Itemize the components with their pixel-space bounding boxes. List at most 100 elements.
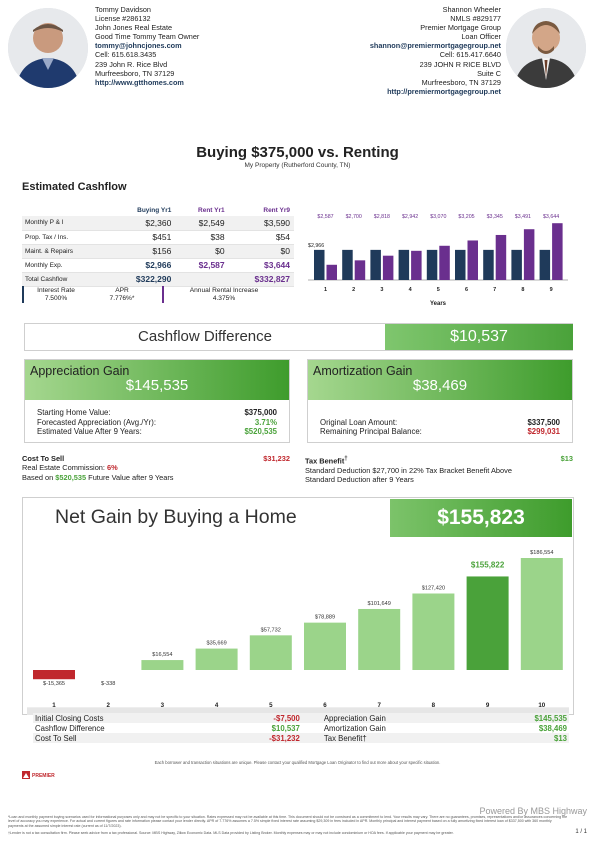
agent-email-link[interactable]: tommy@johncjones.com	[95, 41, 182, 51]
table-row: Total Cashflow $322,290 $332,827	[22, 272, 294, 287]
lender-name: Shannon Wheeler	[442, 5, 501, 14]
value-label: $186,554	[530, 550, 553, 556]
cashflow-heading: Estimated Cashflow	[22, 181, 127, 193]
cell-rent-yr9: $0	[228, 244, 294, 259]
x-tick-label: 2	[106, 702, 110, 709]
commission-label: Real Estate Commission:	[22, 463, 108, 473]
x-tick-label: 6	[465, 287, 468, 293]
x-tick-label: 5	[269, 702, 273, 709]
apr-value: 7.776%*	[109, 295, 135, 302]
fine-print-2: †Lender is not a tax consultation firm. …	[8, 831, 454, 835]
buy-bar	[511, 249, 522, 280]
x-tick-label: 5	[437, 287, 440, 293]
col-header-rent-yr1: Rent Yr1	[198, 207, 225, 214]
rent-label: $3,644	[543, 214, 559, 220]
amortization-header	[308, 360, 572, 400]
cell-rent-yr9: $3,590	[228, 216, 294, 231]
cell-rent-yr9: $332,827	[228, 272, 294, 287]
rent-bar	[523, 229, 535, 280]
lender-email-link[interactable]: shannon@premiermortgagegroup.net	[369, 41, 501, 51]
value-label: $57,732	[261, 627, 281, 633]
amortization-row: Remaining Principal Balance: $299,031	[320, 427, 560, 437]
agent-website-link[interactable]: http://www.gtthomes.com	[95, 77, 184, 87]
fine-print-1: *Loan and monthly payment buying scenari…	[8, 815, 568, 828]
net-gain-bar	[304, 622, 346, 670]
net-gain-bar	[141, 660, 184, 670]
lender-company: Premier Mortgage Group	[420, 23, 501, 33]
lender-website-link[interactable]: http://premiermortgagegroup.net	[387, 86, 501, 96]
avatar-right-agent	[506, 8, 586, 88]
value-label: $16,554	[152, 652, 172, 658]
lender-role: Loan Officer	[461, 32, 501, 42]
rent-increase-value: 4.375%	[212, 295, 236, 302]
lender-address-3: Murfreesboro, TN 37129	[421, 77, 501, 87]
amortization-card: Amortization Gain $38,469 Original Loan …	[307, 359, 573, 443]
summary-value: $38,469	[538, 723, 567, 733]
x-tick-label: 1	[324, 287, 327, 293]
summary-label: Appreciation Gain	[321, 713, 509, 723]
rent-bar	[411, 250, 422, 280]
net-gain-bar	[249, 635, 292, 670]
row-value: $520,535	[244, 427, 277, 436]
buy-bar	[342, 249, 353, 280]
rent-label: $2,700	[346, 214, 362, 220]
x-tick-label: 10	[538, 702, 545, 709]
interest-rate: Interest Rate 7.500%	[26, 287, 86, 303]
row-label: Estimated Value After 9 Years:	[37, 427, 142, 436]
x-tick-label: 6	[323, 702, 327, 709]
row-label: Original Loan Amount:	[320, 417, 398, 427]
summary-label: Amortization Gain	[323, 723, 386, 733]
value-label: $127,420	[422, 586, 445, 592]
logo-text: PREMIER	[32, 773, 55, 779]
page-number: 1 / 1	[575, 829, 587, 835]
buy-bar	[483, 249, 494, 280]
cashflow-chart: $2,587 1 $2,700 2 $2,818 3 $2,942 4 $3,070 5 $3,20…	[308, 214, 568, 307]
x-tick-label: 1	[52, 702, 56, 709]
cashflow-table: Buying Yr1 Rent Yr1 Rent Yr9 Monthly P &…	[22, 205, 294, 287]
cell-rent-yr1: $2,549	[175, 216, 229, 231]
company-logo: PREMIER	[22, 768, 62, 780]
row-value: $299,031	[527, 427, 560, 436]
table-row: Cashflow Difference $10,537 Amortization…	[33, 723, 569, 733]
rent-bar	[439, 245, 450, 280]
lender-nmls: NMLS #829177	[450, 14, 501, 24]
cost-to-sell-value: $31,232	[263, 454, 290, 463]
x-tick-label: 4	[409, 287, 413, 293]
x-tick-label: 3	[161, 702, 165, 709]
buy-bar	[455, 249, 466, 280]
net-gain-title: Net Gain by Buying a Home	[55, 506, 297, 528]
x-tick-label: 9	[486, 702, 490, 709]
buy-bar	[539, 249, 551, 280]
cell-buy: $451	[110, 230, 176, 245]
value-label: $-338	[101, 681, 115, 687]
x-axis-band	[27, 708, 569, 715]
summary-value: $10,537	[271, 723, 300, 733]
table-row: Monthly P & I $2,360 $2,549 $3,590	[22, 216, 294, 231]
rent-bar	[467, 240, 478, 280]
summary-label: Initial Closing Costs	[33, 713, 242, 723]
cell-buy: $322,290	[110, 272, 176, 287]
net-gain-value: $155,823	[390, 499, 572, 537]
page-subtitle: My Property (Rutherford County, TN)	[244, 162, 351, 169]
summary-label: Cashflow Difference	[35, 723, 105, 733]
value-label: $101,649	[368, 601, 391, 607]
summary-value: -$31,232	[241, 733, 302, 743]
appreciation-value: $145,535	[125, 377, 189, 394]
amortization-value: $38,469	[412, 377, 468, 394]
left-agent-info: Tommy Davidson License #286132 John Jone…	[95, 5, 199, 87]
rent-bar	[382, 255, 394, 280]
rent-label: $3,070	[430, 214, 446, 220]
col-header-rent-yr9: Rent Yr9	[263, 207, 290, 214]
col-header-buying: Buying Yr1	[137, 207, 172, 214]
lender-cell: Cell: 615.417.6640	[439, 50, 501, 60]
table-row: Cost To Sell -$31,232 Tax Benefit† $13	[33, 733, 569, 743]
rent-label: $3,205	[458, 214, 474, 220]
buy-bar	[398, 249, 410, 280]
value-label: $35,669	[206, 641, 226, 647]
tax-benefit: Tax Benefit† $13 Standard Deduction $27,7…	[305, 454, 573, 485]
rent-label: $2,942	[402, 214, 418, 220]
buy-label: $2,966	[308, 243, 324, 249]
x-tick-label: 4	[215, 702, 219, 709]
cost-to-sell: Cost To Sell $31,232 Real Estate Commissi…	[22, 454, 290, 482]
interest-rate-value: 7.500%	[44, 295, 68, 302]
